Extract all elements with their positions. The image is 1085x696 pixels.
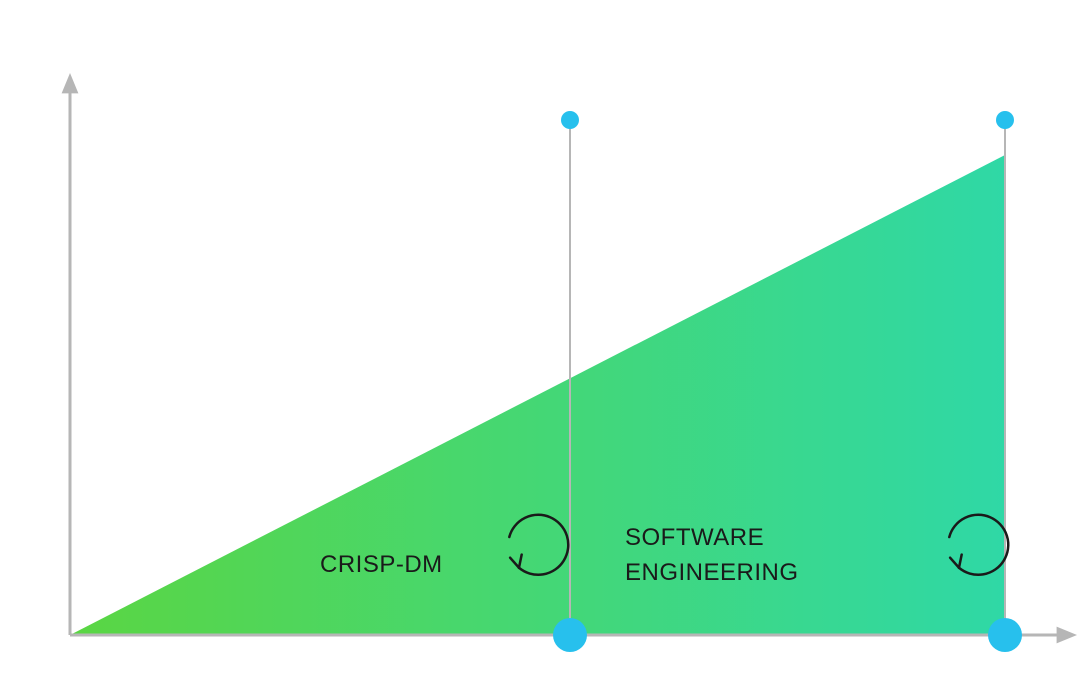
milestone-marker-top (996, 111, 1014, 129)
growth-area (70, 155, 1005, 635)
diagram-container: CRISP-DM SOFTWARE ENGINEERING (0, 0, 1085, 696)
x-axis-arrowhead (1057, 627, 1077, 644)
phase-label-software-line1: SOFTWARE (625, 524, 764, 551)
milestone-marker-bottom (553, 618, 587, 652)
phase-label-crispdm: CRISP-DM (320, 551, 443, 578)
y-axis-arrowhead (62, 73, 79, 93)
phase-label-software-line2: ENGINEERING (625, 559, 799, 586)
milestone-marker-top (561, 111, 579, 129)
milestone-marker-bottom (988, 618, 1022, 652)
diagram-svg: CRISP-DM SOFTWARE ENGINEERING (0, 0, 1085, 696)
